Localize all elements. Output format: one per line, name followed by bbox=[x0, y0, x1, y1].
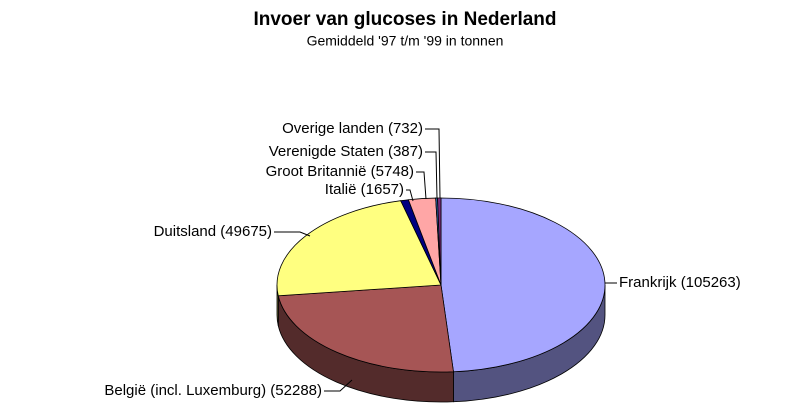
slice-label-value: (732) bbox=[388, 120, 423, 137]
leader-line bbox=[274, 231, 311, 237]
slice-label: Groot Britannië (5748) bbox=[266, 163, 414, 180]
leader-line bbox=[406, 189, 414, 202]
slice-label: Frankrijk (105263) bbox=[619, 274, 741, 291]
slice bbox=[437, 197, 442, 286]
slice bbox=[276, 200, 442, 297]
slice-label-name: Verenigde Staten bbox=[269, 143, 384, 160]
leader-line bbox=[425, 151, 438, 199]
slice-label-value: (105263) bbox=[681, 274, 741, 291]
leader-line bbox=[425, 128, 441, 199]
slice-label-name: Italië bbox=[325, 181, 357, 198]
leader-line bbox=[324, 379, 353, 392]
slice-label-value: (5748) bbox=[371, 163, 414, 180]
slice-label-name: België (incl. Luxemburg) bbox=[104, 382, 266, 399]
slice-label-name: Overige landen bbox=[282, 120, 384, 137]
slice-label-value: (1657) bbox=[361, 181, 404, 198]
slice-label: België (incl. Luxemburg) (52288) bbox=[104, 382, 322, 399]
slice-label-name: Duitsland bbox=[154, 223, 217, 240]
slice-label: Verenigde Staten (387) bbox=[269, 143, 423, 160]
slice-label-value: (49675) bbox=[220, 223, 272, 240]
leader-line bbox=[416, 171, 427, 200]
slice bbox=[277, 284, 454, 373]
slice-label-value: (387) bbox=[388, 143, 423, 160]
slice-label-name: Groot Britannië bbox=[266, 163, 367, 180]
chart-title: Invoer van glucoses in Nederland bbox=[253, 9, 556, 30]
slice-label-value: (52288) bbox=[270, 382, 322, 399]
slice-label-name: Frankrijk bbox=[619, 274, 677, 291]
chart-subtitle: Gemiddeld '97 t/m '99 in tonnen bbox=[307, 33, 504, 49]
slice-label: Italië (1657) bbox=[325, 181, 404, 198]
slice-label: Overige landen (732) bbox=[282, 120, 423, 137]
slice bbox=[440, 197, 606, 373]
slice-label: Duitsland (49675) bbox=[154, 223, 272, 240]
